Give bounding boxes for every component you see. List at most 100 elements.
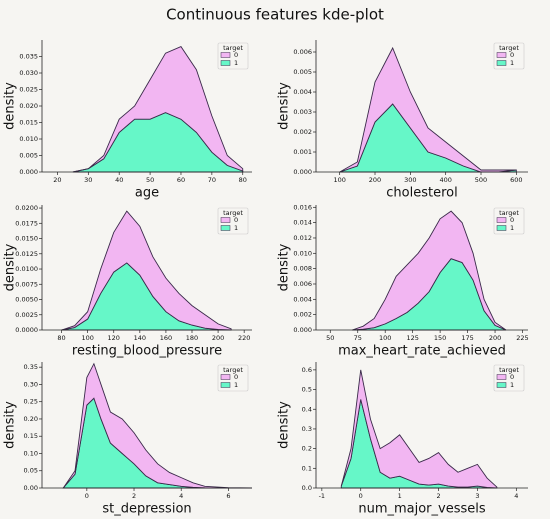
legend-title: target — [223, 209, 243, 217]
x-tick-label: 3 — [475, 492, 479, 500]
y-tick-label: 0.008 — [293, 265, 312, 273]
density-area — [339, 46, 517, 173]
x-tick-label: 50 — [326, 334, 334, 342]
legend-label: 0 — [234, 373, 238, 381]
y-tick-label: 0.0200 — [15, 204, 38, 212]
legend-label: 1 — [234, 59, 238, 67]
x-tick-label: 2 — [436, 492, 440, 500]
x-tick-label: 60 — [177, 176, 185, 184]
x-tick-label: 200 — [212, 334, 224, 342]
y-tick-label: 0.4 — [302, 405, 312, 413]
y-tick-label: 0.005 — [19, 152, 38, 160]
legend-swatch — [220, 60, 231, 66]
y-tick-label: 0.005 — [293, 68, 312, 76]
density-area — [72, 46, 244, 173]
x-tick-label: 30 — [84, 176, 92, 184]
y-tick-label: 0.000 — [19, 168, 38, 176]
x-axis-label: age — [135, 186, 159, 201]
density-area — [61, 210, 232, 331]
y-tick-label: 0.0100 — [15, 265, 38, 273]
x-tick-label: 150 — [434, 334, 446, 342]
legend-swatch — [496, 374, 507, 380]
legend-label: 0 — [510, 51, 514, 59]
legend-title: target — [499, 209, 519, 217]
y-tick-label: 0.012 — [293, 234, 312, 242]
subplot: 0.00 0.05 0.10 0.15 0.20 0.25 0.30 0.35 0 2 4 6 st_d… — [3, 362, 253, 517]
x-tick-label: 200 — [489, 334, 501, 342]
legend-label: 0 — [510, 216, 514, 224]
x-tick-label: 225 — [516, 334, 528, 342]
x-tick-label: 70 — [208, 176, 216, 184]
x-tick-label: 125 — [406, 334, 418, 342]
y-axis-label: density — [3, 243, 18, 291]
x-tick-label: 400 — [439, 176, 451, 184]
x-tick-label: 180 — [186, 334, 198, 342]
x-tick-label: 75 — [354, 334, 362, 342]
subplot: 0.0000 0.0025 0.0050 0.0075 0.0100 0.0125 0.01… — [3, 204, 252, 359]
x-tick-label: 1 — [398, 492, 402, 500]
y-tick-label: 0.000 — [293, 326, 312, 334]
y-tick-label: 0.000 — [293, 168, 312, 176]
legend-swatch — [220, 52, 231, 58]
y-tick-label: 0.0050 — [15, 296, 38, 304]
y-tick-label: 0.002 — [293, 128, 312, 136]
x-tick-label: 600 — [510, 176, 522, 184]
y-tick-label: 0.1 — [302, 464, 312, 472]
x-tick-label: 120 — [108, 334, 120, 342]
y-tick-label: 0.30 — [24, 380, 38, 388]
y-tick-label: 0.003 — [293, 108, 312, 116]
x-tick-label: 0 — [85, 492, 89, 500]
legend-label: 0 — [510, 373, 514, 381]
y-tick-label: 0.014 — [293, 219, 312, 227]
y-axis-label: density — [277, 243, 292, 291]
density-area — [340, 369, 498, 489]
y-tick-label: 0.25 — [24, 398, 38, 406]
y-tick-label: 0.025 — [19, 86, 38, 94]
x-tick-label: 220 — [238, 334, 250, 342]
x-tick-label: 140 — [134, 334, 146, 342]
x-tick-label: 200 — [369, 176, 381, 184]
legend-label: 1 — [234, 224, 238, 232]
y-axis-label: density — [3, 401, 18, 449]
legend-swatch — [496, 225, 507, 231]
x-axis-label: resting_blood_pressure — [72, 344, 222, 359]
y-tick-label: 0.6 — [302, 366, 312, 374]
x-axis-label: st_depression — [102, 502, 191, 517]
x-tick-label: -1 — [319, 492, 325, 500]
legend-label: 1 — [510, 59, 514, 67]
x-tick-label: 4 — [514, 492, 518, 500]
y-tick-label: 0.001 — [293, 148, 312, 156]
legend-label: 1 — [510, 381, 514, 389]
x-tick-label: 160 — [160, 334, 172, 342]
x-tick-label: 20 — [53, 176, 61, 184]
x-axis-label: max_heart_rate_achieved — [338, 344, 506, 359]
y-tick-label: 0.05 — [24, 467, 38, 475]
legend-label: 0 — [234, 216, 238, 224]
y-tick-label: 0.0150 — [15, 235, 38, 243]
x-axis-label: num_major_vessels — [358, 502, 486, 517]
legend-swatch — [220, 382, 231, 388]
x-tick-label: 80 — [57, 334, 65, 342]
legend-label: 1 — [234, 381, 238, 389]
y-axis-label: density — [3, 82, 18, 130]
x-tick-label: 6 — [226, 492, 230, 500]
legend-swatch — [496, 382, 507, 388]
legend-swatch — [220, 217, 231, 223]
y-tick-label: 0.006 — [293, 48, 312, 56]
y-tick-label: 0.35 — [24, 363, 38, 371]
y-tick-label: 0.0 — [302, 484, 312, 492]
y-tick-label: 0.20 — [24, 415, 38, 423]
y-tick-label: 0.15 — [24, 432, 38, 440]
y-tick-label: 0.016 — [293, 203, 312, 211]
y-tick-label: 0.004 — [293, 295, 312, 303]
y-tick-label: 0.002 — [293, 311, 312, 319]
x-tick-label: 40 — [115, 176, 123, 184]
legend-label: 1 — [510, 224, 514, 232]
y-tick-label: 0.0075 — [15, 280, 38, 288]
legend-swatch — [220, 374, 231, 380]
y-tick-label: 0.0025 — [15, 311, 38, 319]
